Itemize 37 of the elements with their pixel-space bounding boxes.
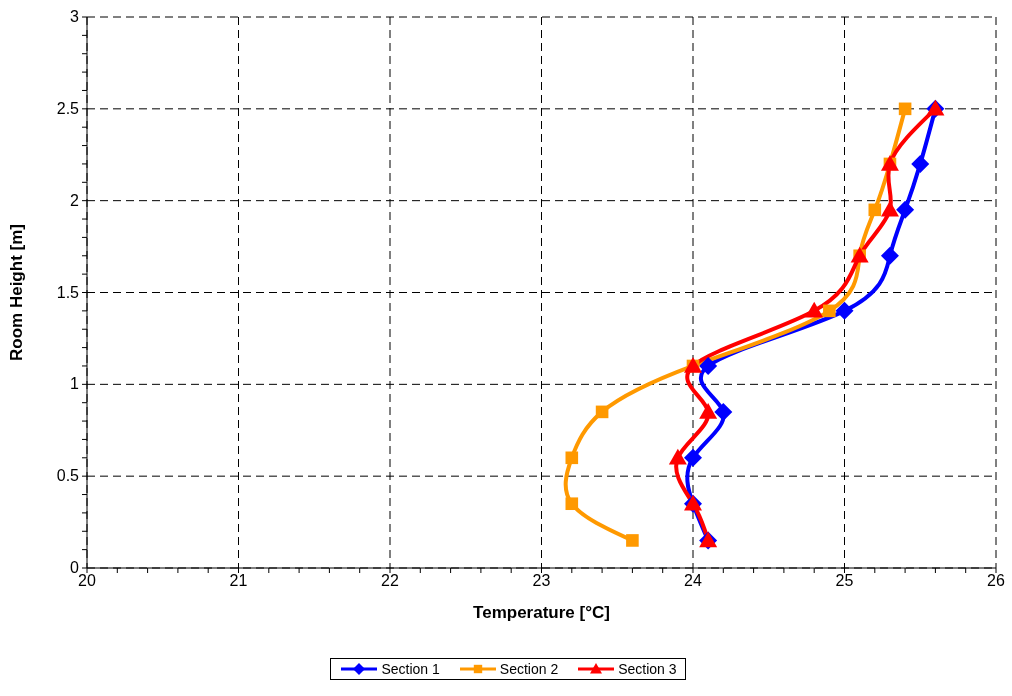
- y-tick-label: 2: [70, 191, 80, 209]
- legend-label: Section 3: [618, 661, 677, 677]
- point: [565, 451, 579, 465]
- x-tick-label: 21: [229, 572, 248, 590]
- point: [699, 402, 718, 419]
- y-tick-label: 1: [70, 375, 80, 393]
- x-tick-label: 22: [381, 572, 399, 590]
- x-tick-label: 24: [684, 572, 702, 590]
- x-tick-label: 23: [532, 572, 551, 590]
- y-tick-label: 1.5: [56, 283, 80, 301]
- point: [626, 534, 639, 547]
- point: [896, 200, 915, 219]
- point: [868, 203, 882, 217]
- point: [823, 304, 836, 318]
- legend-label: Section 1: [381, 661, 440, 677]
- point: [699, 356, 718, 375]
- point: [880, 200, 899, 217]
- x-tick-label: 20: [78, 572, 96, 590]
- point: [595, 405, 609, 419]
- point: [565, 497, 579, 511]
- y-tick-label: 0: [70, 559, 80, 576]
- point: [880, 246, 899, 265]
- point: [911, 154, 930, 173]
- x-tick-label: 26: [987, 572, 1005, 590]
- y-tick-label: 0.5: [56, 467, 80, 485]
- x-axis-title: Temperature [°C]: [473, 603, 610, 622]
- legend-label: Section 2: [499, 661, 559, 677]
- point: [898, 102, 912, 116]
- y-tick-label: 2.5: [56, 99, 80, 117]
- point: [714, 402, 733, 421]
- y-tick-label: 3: [70, 8, 80, 25]
- x-tick-label: 25: [835, 572, 854, 590]
- point: [835, 301, 854, 320]
- point: [805, 301, 824, 318]
- y-axis-title: Room Height [m]: [7, 224, 27, 361]
- point: [684, 448, 702, 467]
- point: [668, 448, 687, 465]
